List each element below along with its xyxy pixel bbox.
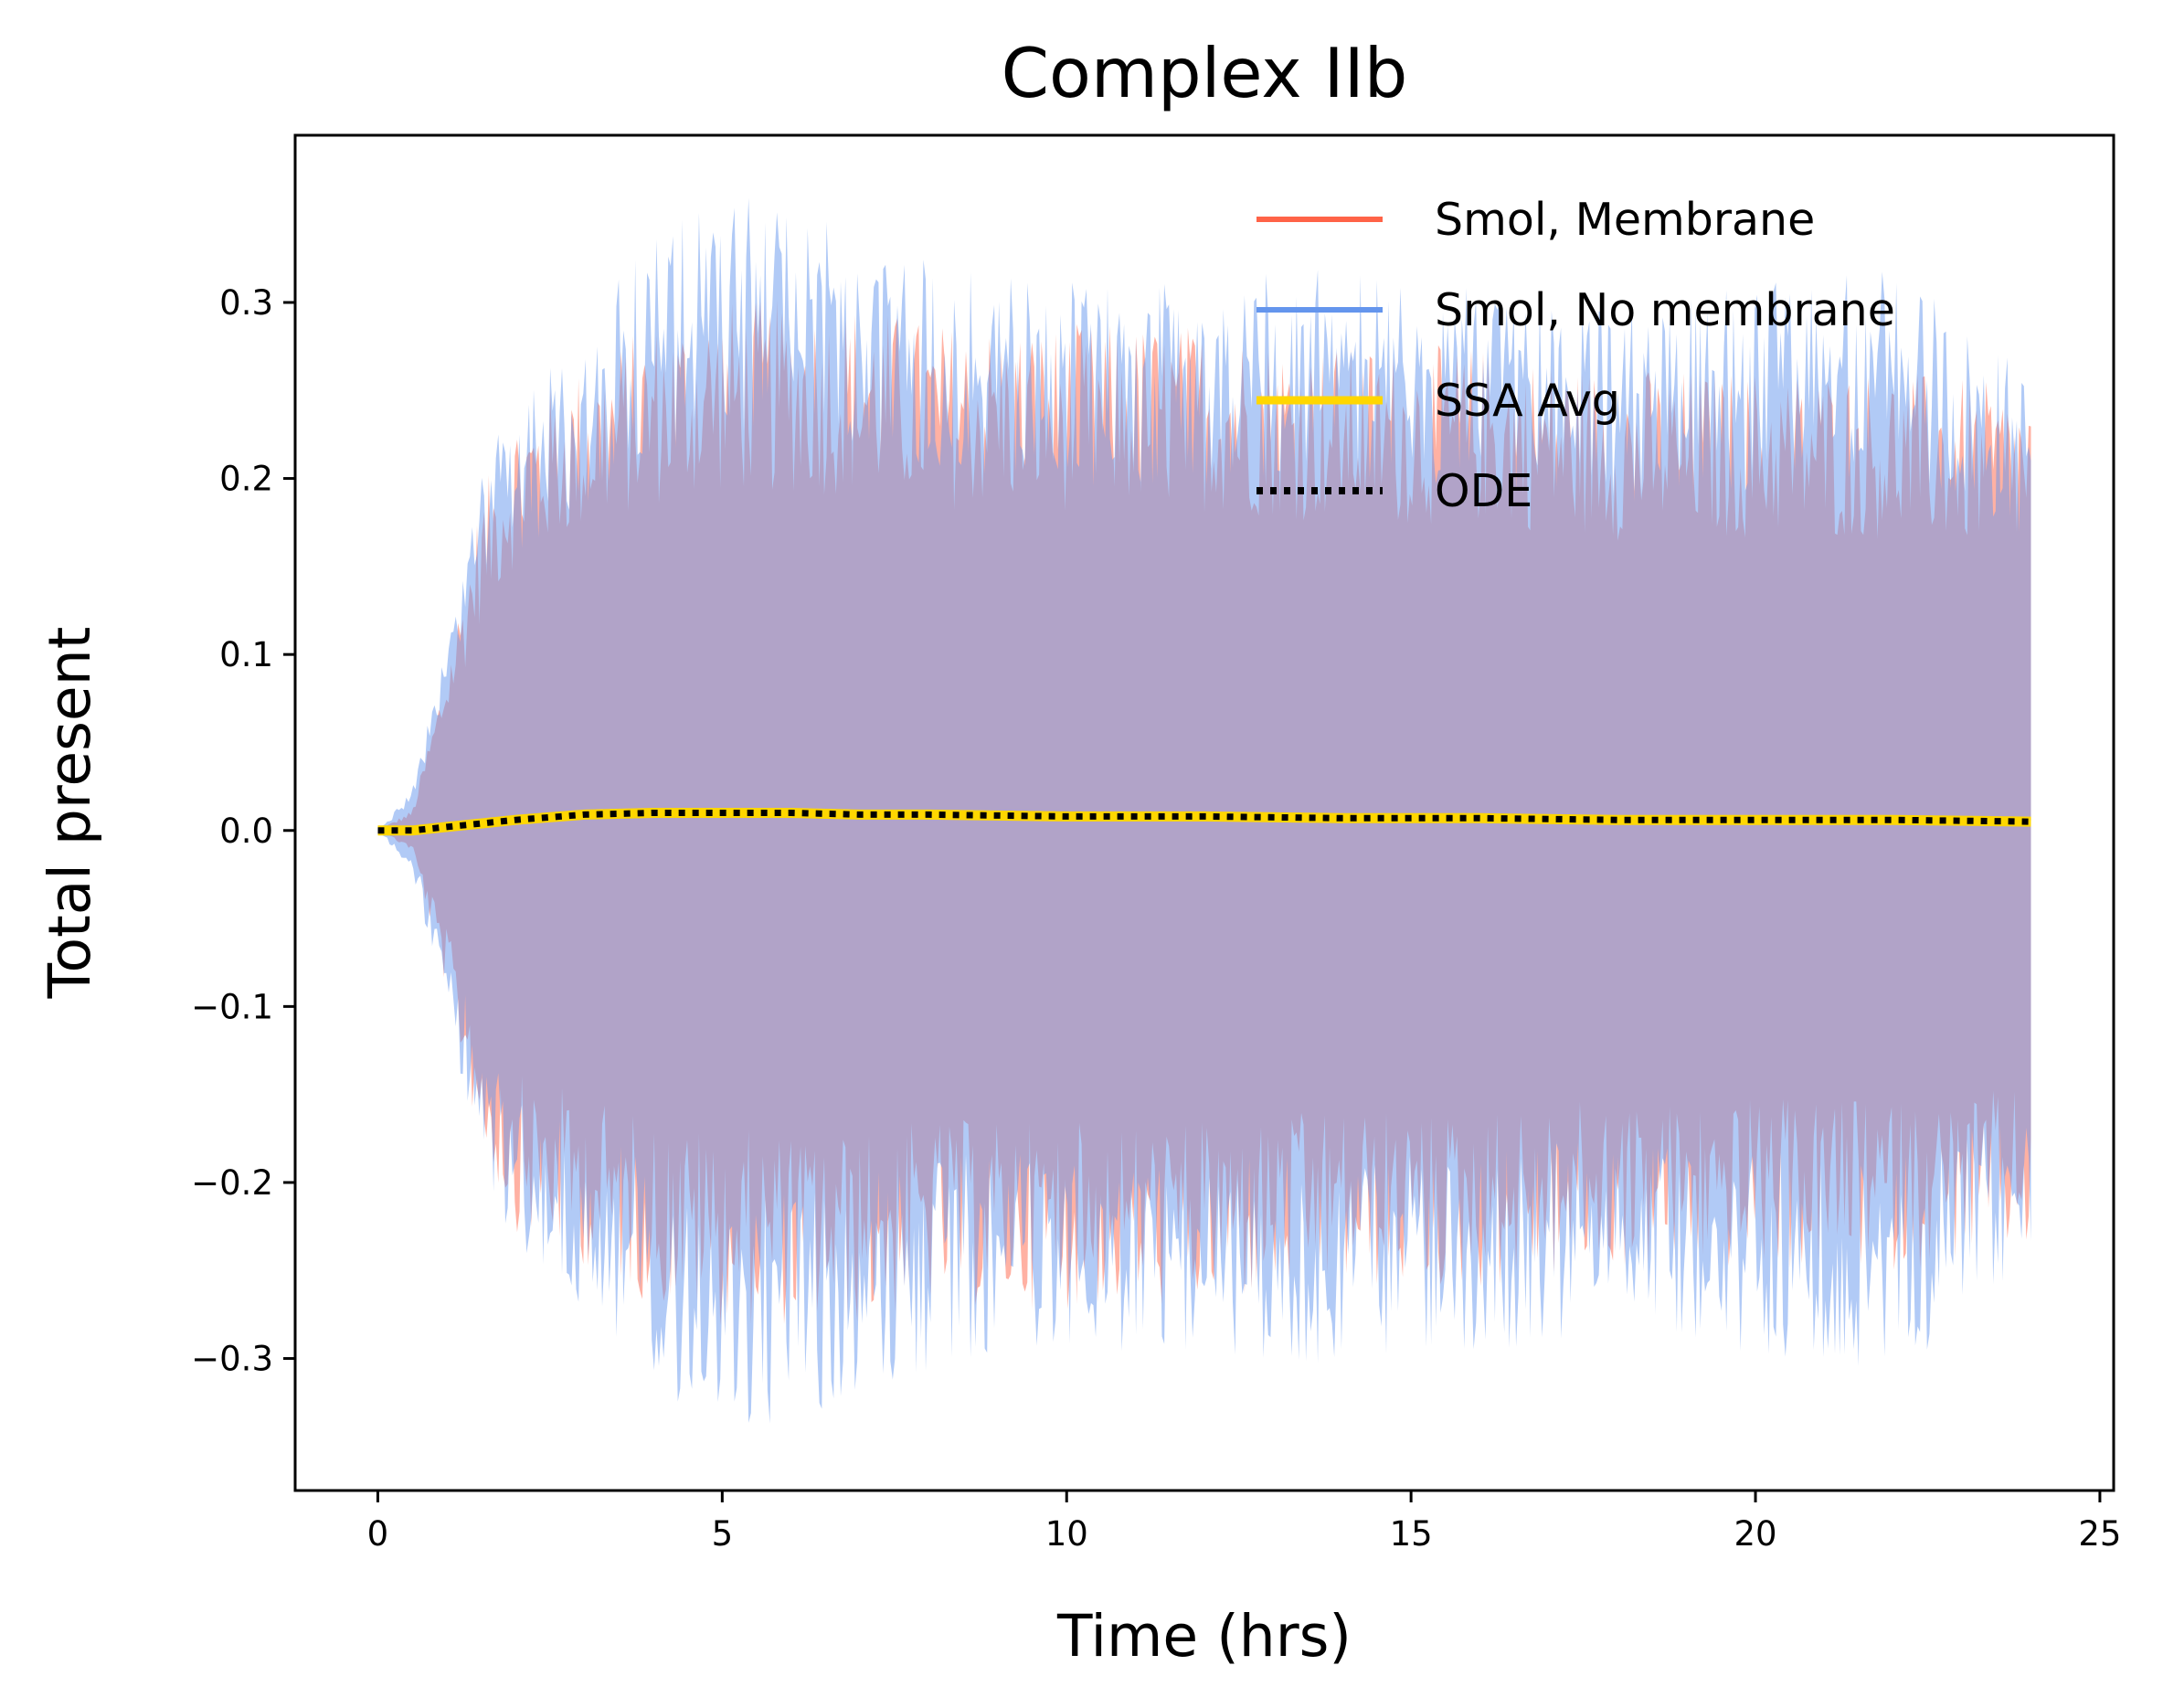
x-tick-label: 10 bbox=[1045, 1514, 1088, 1554]
x-axis-title: Time (hrs) bbox=[1056, 1603, 1352, 1670]
y-tick-label: −0.3 bbox=[191, 1340, 273, 1379]
x-tick-label: 0 bbox=[367, 1514, 389, 1554]
legend-label-smol-no-membrane: Smol, No membrane bbox=[1435, 284, 1895, 336]
y-tick-label: 0.0 bbox=[219, 812, 273, 851]
legend: Smol, Membrane Smol, No membrane SSA Avg OD… bbox=[1256, 194, 1895, 517]
y-tick-label: 0.1 bbox=[219, 635, 273, 674]
y-axis: −0.3 −0.2 −0.1 0.0 0.1 0.2 0.3 bbox=[191, 283, 295, 1379]
legend-label-ode: ODE bbox=[1435, 465, 1532, 517]
smol-no-membrane-band bbox=[377, 197, 2031, 1424]
y-tick-label: −0.2 bbox=[191, 1163, 273, 1203]
y-tick-label: 0.3 bbox=[219, 283, 273, 323]
x-tick-label: 5 bbox=[712, 1514, 734, 1554]
legend-label-ssa-avg: SSA Avg bbox=[1435, 375, 1620, 427]
legend-label-smol-membrane: Smol, Membrane bbox=[1435, 194, 1815, 246]
series-lines bbox=[377, 808, 2031, 836]
plot-frame bbox=[293, 133, 2115, 1492]
x-tick-label: 25 bbox=[2078, 1514, 2121, 1554]
x-axis: 0 5 10 15 20 25 bbox=[367, 1491, 2121, 1554]
ode-line bbox=[377, 810, 2031, 834]
chart-title: Complex IIb bbox=[1002, 33, 1408, 113]
x-tick-label: 20 bbox=[1734, 1514, 1776, 1554]
y-tick-label: −0.1 bbox=[191, 987, 273, 1026]
x-tick-label: 15 bbox=[1390, 1514, 1433, 1554]
y-axis-title: Total present bbox=[37, 627, 103, 1000]
y-tick-label: 0.2 bbox=[219, 460, 273, 499]
